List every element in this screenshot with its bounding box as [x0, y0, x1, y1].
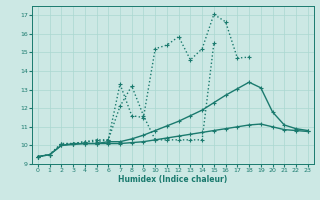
X-axis label: Humidex (Indice chaleur): Humidex (Indice chaleur) [118, 175, 228, 184]
